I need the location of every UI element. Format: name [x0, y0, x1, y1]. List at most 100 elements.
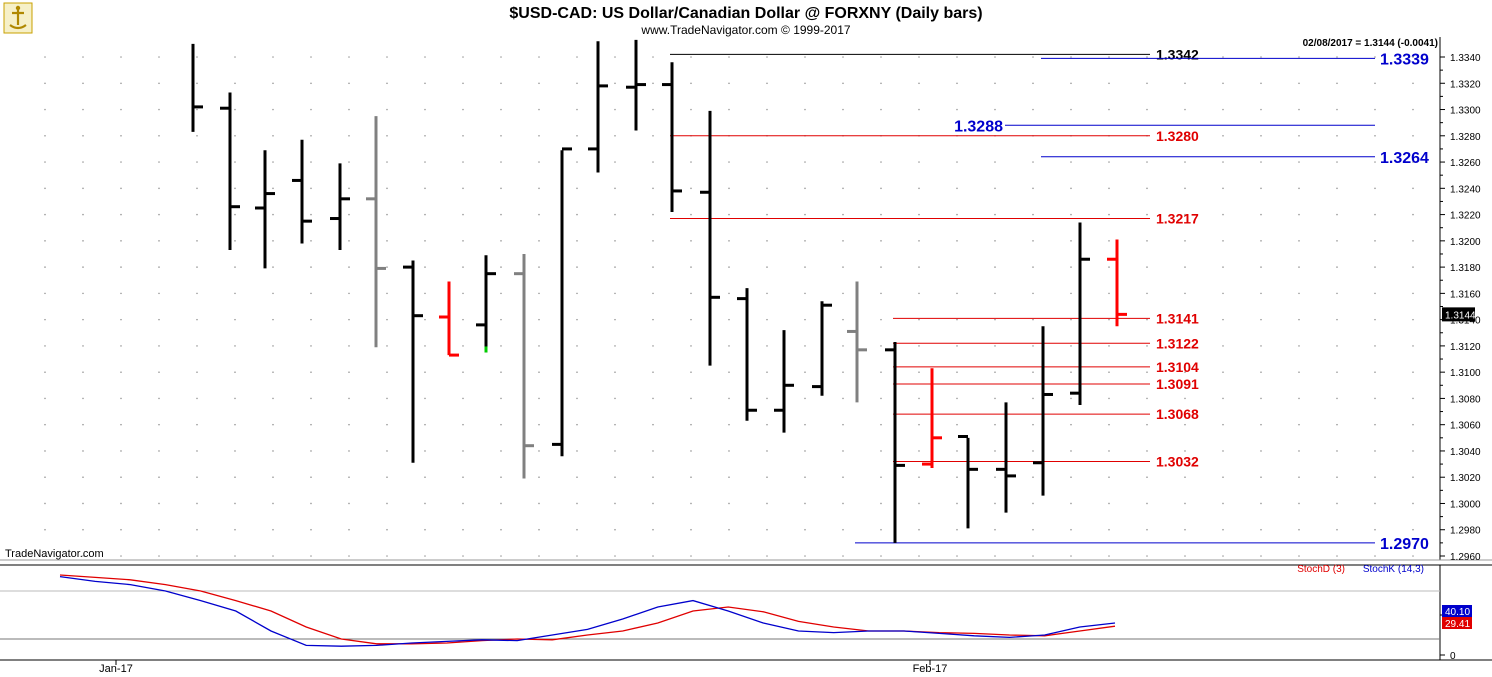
grid-dot — [1032, 161, 1034, 163]
grid-dot — [956, 371, 958, 373]
grid-dot — [158, 134, 160, 137]
grid-dot — [1184, 502, 1186, 505]
grid-dot — [196, 56, 198, 58]
grid-dot — [1032, 266, 1034, 268]
grid-dot — [956, 56, 958, 58]
grid-dot — [918, 397, 920, 400]
grid-dot — [310, 555, 312, 557]
grid-dot — [652, 161, 654, 163]
grid-dot — [120, 213, 122, 216]
grid-dot — [310, 345, 312, 347]
grid-dot — [1260, 56, 1262, 58]
grid-dot — [310, 502, 312, 505]
grid-dot — [44, 292, 46, 295]
grid-dot — [196, 555, 198, 557]
grid-dot — [842, 450, 844, 452]
grid-dot — [1336, 134, 1338, 137]
grid-dot — [538, 555, 540, 557]
grid-dot — [766, 240, 768, 242]
grid-dot — [196, 134, 198, 137]
grid-dot — [234, 371, 236, 373]
grid-dot — [310, 423, 312, 426]
level-label: 1.3032 — [1156, 453, 1199, 469]
grid-dot — [880, 555, 882, 557]
grid-dot — [728, 213, 730, 216]
grid-dot — [424, 187, 426, 190]
grid-dot — [120, 423, 122, 426]
grid-dot — [234, 134, 236, 137]
grid-dot — [1412, 450, 1414, 452]
grid-dot — [82, 56, 84, 58]
grid-dot — [1374, 82, 1376, 85]
grid-dot — [272, 345, 274, 347]
grid-dot — [348, 161, 350, 163]
grid-dot — [538, 397, 540, 400]
stoch-k-legend: StochK (14,3) — [1363, 564, 1424, 575]
grid-dot — [1298, 108, 1300, 111]
grid-dot — [918, 318, 920, 321]
grid-dot — [462, 502, 464, 505]
grid-dot — [1260, 423, 1262, 426]
grid-dot — [310, 108, 312, 111]
grid-dot — [880, 450, 882, 452]
grid-dot — [1146, 56, 1148, 58]
grid-dot — [82, 397, 84, 400]
grid-dot — [880, 528, 882, 531]
grid-dot — [44, 345, 46, 347]
grid-dot — [842, 345, 844, 347]
grid-dot — [234, 292, 236, 295]
grid-dot — [1374, 134, 1376, 137]
grid-dot — [690, 397, 692, 400]
grid-dot — [880, 318, 882, 321]
grid-dot — [994, 266, 996, 268]
grid-dot — [1070, 292, 1072, 295]
grid-dot — [158, 266, 160, 268]
grid-dot — [348, 318, 350, 321]
grid-dot — [538, 134, 540, 137]
grid-dot — [348, 450, 350, 452]
grid-dot — [386, 82, 388, 85]
grid-dot — [766, 423, 768, 426]
grid-dot — [918, 450, 920, 452]
grid-dot — [462, 555, 464, 557]
grid-dot — [1412, 187, 1414, 190]
grid-dot — [386, 108, 388, 111]
grid-dot — [386, 213, 388, 216]
grid-dot — [918, 82, 920, 85]
grid-dot — [614, 240, 616, 242]
grid-dot — [842, 476, 844, 479]
grid-dot — [1184, 266, 1186, 268]
grid-dot — [994, 318, 996, 321]
grid-dot — [690, 423, 692, 426]
grid-dot — [234, 187, 236, 190]
grid-dot — [842, 502, 844, 505]
grid-dot — [82, 82, 84, 85]
grid-dot — [424, 134, 426, 137]
grid-dot — [310, 187, 312, 190]
grid-dot — [1222, 397, 1224, 400]
grid-dot — [1260, 134, 1262, 137]
grid-dot — [1298, 82, 1300, 85]
grid-dot — [728, 397, 730, 400]
grid-dot — [1108, 187, 1110, 190]
grid-dot — [386, 423, 388, 426]
grid-dot — [44, 318, 46, 321]
grid-dot — [1374, 213, 1376, 216]
grid-dot — [576, 292, 578, 295]
grid-dot — [1412, 318, 1414, 321]
grid-dot — [120, 476, 122, 479]
grid-dot — [462, 318, 464, 321]
grid-dot — [1336, 318, 1338, 321]
grid-dot — [348, 240, 350, 242]
grid-dot — [348, 476, 350, 479]
grid-dot — [804, 266, 806, 268]
grid-dot — [766, 266, 768, 268]
grid-dot — [1070, 345, 1072, 347]
grid-dot — [462, 187, 464, 190]
grid-dot — [956, 397, 958, 400]
grid-dot — [994, 187, 996, 190]
ohlc-bars — [191, 39, 1127, 543]
grid-dot — [196, 450, 198, 452]
grid-dot — [690, 450, 692, 452]
